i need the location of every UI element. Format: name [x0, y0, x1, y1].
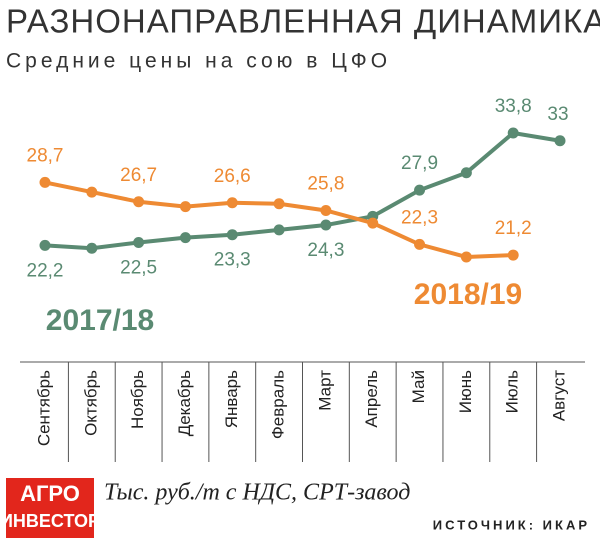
data-label: 28,7 — [27, 145, 64, 166]
point — [39, 239, 51, 251]
point — [86, 186, 98, 198]
point — [226, 197, 238, 209]
point — [133, 236, 145, 248]
point — [133, 196, 145, 208]
x-tick-label: Февраль — [269, 370, 288, 439]
point — [507, 127, 519, 139]
point — [273, 198, 285, 210]
data-label: 22,5 — [120, 257, 157, 278]
x-tick-label: Март — [315, 370, 334, 411]
series-line — [44, 130, 561, 251]
chart-subtitle: Средние цены на сою в ЦФО — [6, 50, 391, 73]
chart-title: РАЗНОНАПРАВЛЕННАЯ ДИНАМИКА — [6, 3, 600, 40]
x-tick-label: Ноябрь — [128, 370, 147, 429]
point — [86, 242, 98, 254]
point — [39, 176, 51, 188]
x-tick-label: Май — [409, 370, 428, 403]
logo-text: ИНВЕСТОР — [0, 511, 100, 531]
point — [414, 238, 426, 250]
data-label: 22,3 — [401, 207, 438, 228]
point — [414, 184, 426, 196]
data-label: 26,6 — [214, 166, 251, 187]
point — [320, 219, 332, 231]
source: ИСТОЧНИК: ИКАР — [433, 517, 590, 532]
point — [460, 167, 472, 179]
x-tick-label: Август — [549, 370, 568, 421]
x-tick-label: Апрель — [362, 370, 381, 428]
point — [507, 249, 519, 261]
x-tick-label: Сентябрь — [34, 370, 53, 446]
unit-note: Тыс. руб./т с НДС, СРТ-завод — [104, 480, 410, 506]
data-label: 33 — [547, 104, 568, 125]
logo-box — [6, 478, 94, 538]
x-tick-label: Июль — [503, 370, 522, 414]
data-label: 22,2 — [27, 260, 64, 281]
data-label: 26,7 — [120, 165, 157, 186]
point — [273, 224, 285, 236]
x-tick-label: Декабрь — [175, 370, 194, 436]
point — [367, 217, 379, 229]
point — [179, 232, 191, 244]
point — [226, 229, 238, 241]
x-tick-label: Октябрь — [81, 370, 100, 436]
data-label: 33,8 — [495, 96, 532, 117]
data-label: 23,3 — [214, 250, 251, 271]
point — [460, 251, 472, 263]
data-label: 25,8 — [307, 174, 344, 195]
point — [554, 135, 566, 147]
point — [320, 205, 332, 216]
legend-label: 2018/19 — [414, 278, 522, 311]
legend-label: 2017/18 — [46, 304, 154, 337]
data-label: 21,2 — [495, 218, 532, 239]
x-tick-label: Январь — [222, 370, 241, 428]
data-label: 24,3 — [307, 240, 344, 261]
logo-text: АГРО — [20, 481, 80, 506]
point — [179, 201, 191, 213]
data-label: 27,9 — [401, 153, 438, 174]
x-tick-label: Июнь — [456, 370, 475, 413]
